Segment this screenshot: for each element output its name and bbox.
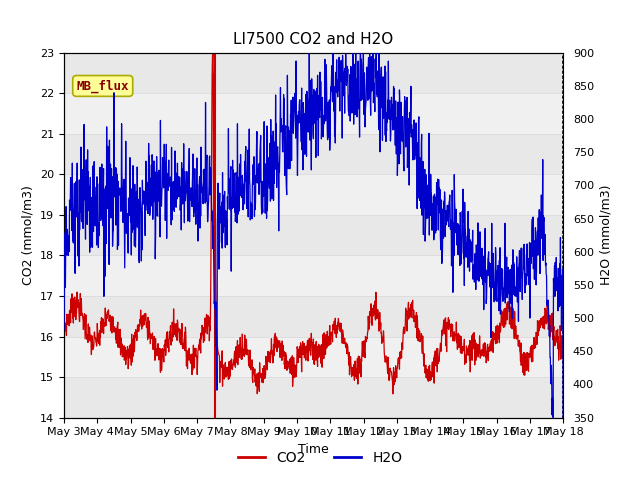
Title: LI7500 CO2 and H2O: LI7500 CO2 and H2O <box>234 33 394 48</box>
Bar <box>64 93 563 134</box>
Bar <box>64 53 563 93</box>
Bar <box>64 174 563 215</box>
Bar <box>64 296 563 336</box>
Bar <box>64 134 563 174</box>
Bar <box>64 377 563 418</box>
Legend: CO2, H2O: CO2, H2O <box>232 445 408 471</box>
Y-axis label: CO2 (mmol/m3): CO2 (mmol/m3) <box>22 185 35 285</box>
Bar <box>64 215 563 255</box>
Bar <box>64 255 563 296</box>
Y-axis label: H2O (mmol/m3): H2O (mmol/m3) <box>600 185 612 286</box>
Bar <box>64 336 563 377</box>
Text: MB_flux: MB_flux <box>77 79 129 93</box>
X-axis label: Time: Time <box>298 443 329 456</box>
